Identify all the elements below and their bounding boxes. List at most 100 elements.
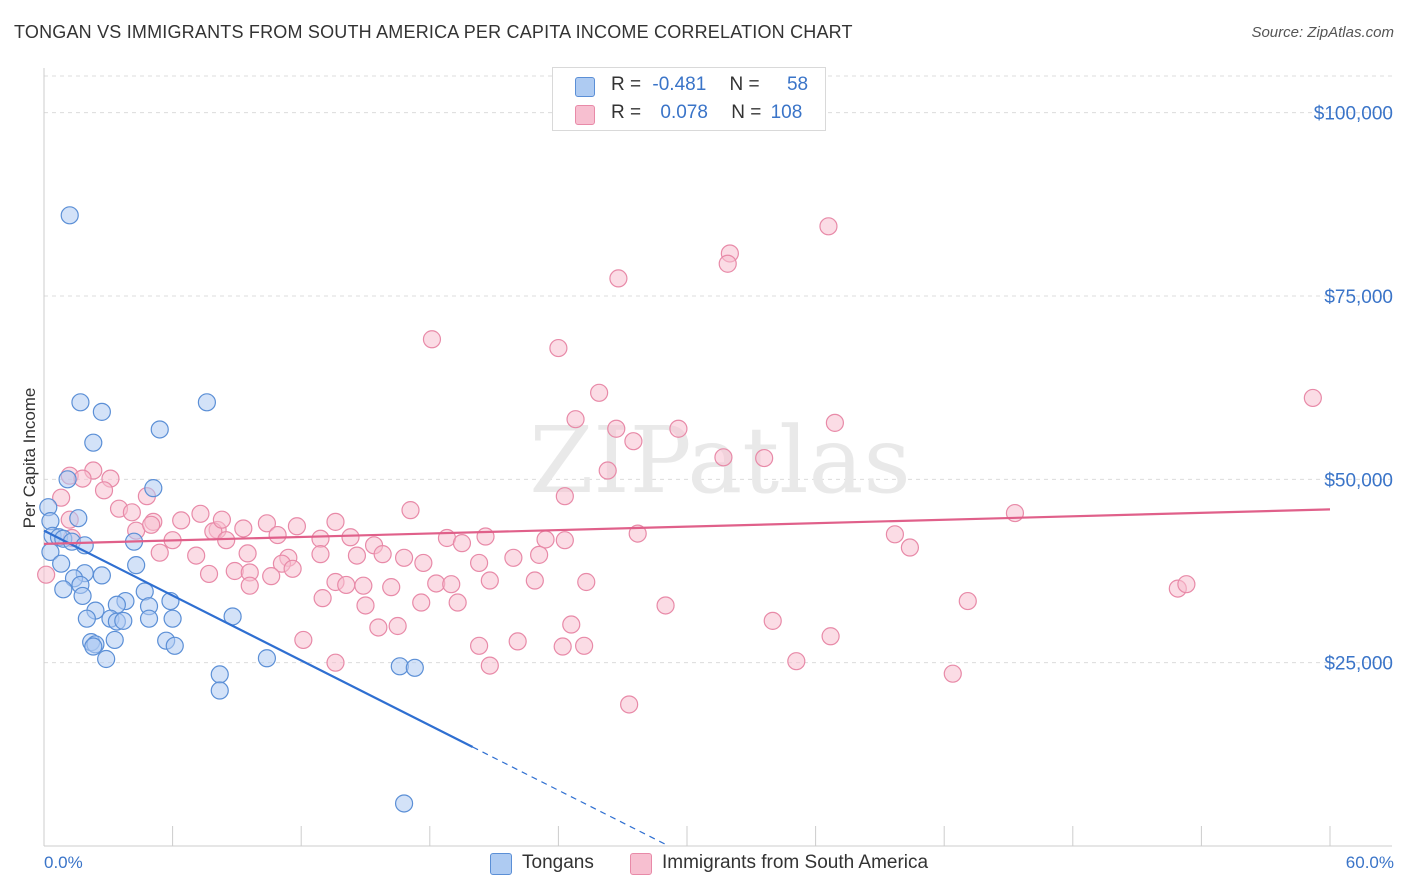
sa-point (287, 517, 307, 536)
south-america-swatch (575, 105, 595, 125)
sa-point (577, 572, 596, 592)
sa-point (536, 530, 555, 549)
sa-point (452, 534, 472, 553)
sa-point (311, 545, 330, 564)
sa-point (122, 503, 141, 522)
tongan-point (58, 470, 77, 489)
sa-point (326, 653, 345, 672)
sa-point (199, 564, 219, 584)
tongans-trend-line (43, 529, 474, 748)
sa-point (448, 593, 467, 612)
tongan-point (197, 393, 216, 412)
sa-point (607, 419, 626, 438)
sa-point (1177, 575, 1196, 594)
sa-point (755, 448, 774, 468)
sa-point (326, 512, 345, 531)
sa-point (52, 488, 71, 507)
n-value: 108 (770, 102, 803, 123)
sa-point (819, 217, 838, 236)
sa-point (37, 565, 56, 584)
tongan-point (92, 566, 111, 585)
tongan-point (144, 479, 163, 498)
sa-point (172, 511, 191, 530)
sa-point (268, 525, 287, 545)
sa-point (187, 546, 206, 565)
sa-point (1303, 388, 1322, 408)
y-tick-labels: $25,000 $50,000 $75,000 $100,000 (1314, 104, 1393, 675)
sa-point (900, 538, 920, 557)
sa-point (369, 618, 388, 637)
sa-point (787, 652, 806, 671)
tongan-point (394, 794, 414, 813)
sa-point (885, 525, 905, 544)
sa-point (412, 593, 431, 612)
sa-point (714, 448, 733, 467)
sa-point (401, 501, 420, 520)
sa-point (566, 410, 585, 429)
sa-point (958, 591, 977, 611)
south-america-trend-line (43, 508, 1331, 545)
sa-point (476, 527, 495, 546)
sa-point (553, 637, 572, 656)
n-label: N = (731, 102, 762, 123)
sa-point (313, 589, 332, 608)
sa-point (508, 632, 527, 651)
sa-point (525, 571, 544, 590)
tongan-point (114, 611, 133, 630)
tongan-point (73, 586, 92, 606)
sa-point (530, 545, 549, 564)
sa-point (238, 544, 257, 563)
sa-point (414, 553, 433, 573)
n-label: N = (729, 74, 760, 95)
tongan-point (84, 433, 103, 452)
sa-point (943, 664, 962, 683)
tongans-trend-extension (472, 746, 666, 845)
sa-point (669, 419, 688, 438)
tongan-point (52, 554, 71, 573)
sa-point (388, 616, 407, 636)
sa-point (763, 611, 782, 630)
x-tick-label-min: 0.0% (44, 853, 83, 872)
r-value: -0.481 (652, 74, 707, 95)
tongan-point (150, 420, 169, 439)
sa-point (94, 481, 114, 500)
sa-point (225, 561, 244, 581)
tongan-point (71, 393, 90, 412)
r-label: R = (611, 102, 642, 123)
sa-point (347, 546, 367, 565)
sa-point (598, 461, 617, 480)
sa-point (656, 596, 675, 615)
sa-point (718, 254, 737, 273)
sa-point (191, 504, 210, 523)
sa-point (504, 548, 523, 567)
sa-point (549, 338, 568, 358)
tongan-point (84, 637, 103, 656)
sa-point (150, 543, 169, 562)
sa-point (825, 413, 844, 432)
sa-point (480, 571, 499, 590)
sa-point (394, 548, 414, 567)
tongans-legend-swatch (490, 853, 512, 875)
sa-point (620, 695, 639, 714)
tongan-point (257, 649, 277, 668)
sa-point (283, 559, 302, 578)
tongan-point (390, 657, 409, 676)
tongan-point (210, 681, 229, 700)
sa-point (590, 383, 609, 402)
sa-point (356, 596, 375, 615)
tongan-point (139, 609, 159, 628)
sa-point (311, 529, 330, 548)
trend-lines (43, 508, 1331, 845)
sa-point (240, 576, 259, 595)
tongan-point (163, 609, 182, 628)
sa-point (442, 575, 461, 594)
south-america-legend-swatch (630, 853, 652, 875)
series-tongans (39, 206, 424, 813)
sa-point (609, 269, 628, 288)
sa-point (480, 656, 499, 675)
sa-point (628, 524, 647, 543)
sa-point (422, 330, 442, 349)
sa-point (624, 432, 643, 451)
source-label: Source: ZipAtlas.com (1251, 24, 1394, 41)
